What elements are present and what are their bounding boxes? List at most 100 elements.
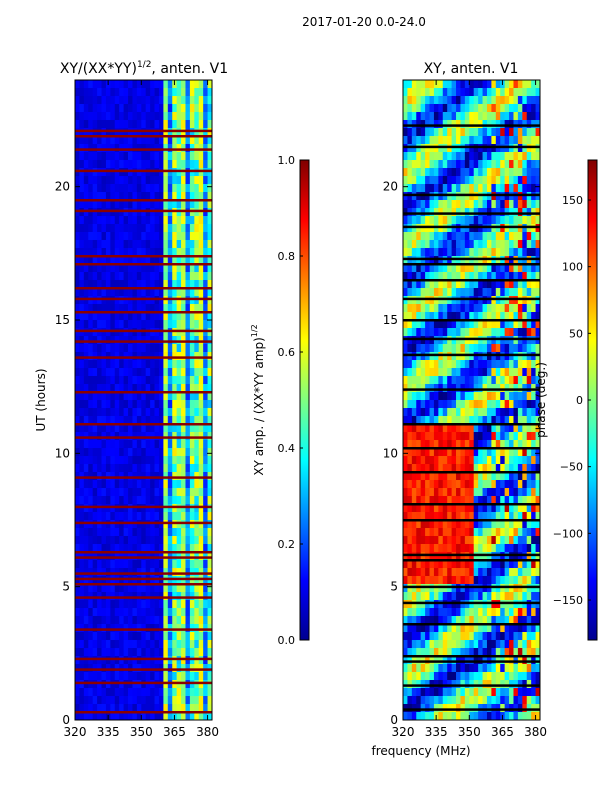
colorbar-tick-label: 0.4 [278,442,296,455]
heatmap-cell [150,640,155,649]
heatmap-cell [407,408,413,417]
flagged-row [75,577,212,581]
heatmap-cell [495,504,501,513]
heatmap-cell [526,504,532,513]
heatmap-cell [172,704,178,713]
heatmap-cell [198,312,204,321]
heatmap-cell [500,568,506,577]
heatmap-cell [429,552,435,561]
heatmap-cell [403,208,408,217]
heatmap-cell [92,344,98,353]
heatmap-cell [136,128,142,137]
heatmap-cell [456,424,461,433]
heatmap-cell [181,536,186,545]
heatmap-cell [478,688,483,697]
heatmap-cell [101,496,107,505]
heatmap-cell [136,472,142,481]
heatmap-cell [407,344,413,353]
heatmap-cell [433,312,439,321]
heatmap-cell [433,520,439,529]
heatmap-cell [119,384,125,393]
heatmap-cell [526,456,532,465]
heatmap-cell [176,624,182,633]
heatmap-cell [203,592,208,601]
heatmap-cell [526,216,532,225]
heatmap-cell [150,632,155,641]
heatmap-cell [114,688,120,697]
heatmap-cell [132,472,138,481]
heatmap-cell [469,544,475,553]
heatmap-cell [181,640,186,649]
heatmap-cell [517,232,523,241]
colorbar-amplitude: 0.00.20.40.60.81.0 XY amp. / (XX*YY amp)… [250,154,310,647]
heatmap-cell [504,528,510,537]
heatmap-cell [119,448,125,457]
heatmap-cell [167,688,173,697]
heatmap-cell [491,560,497,569]
heatmap-cell [75,496,80,505]
heatmap-cell [128,712,133,721]
heatmap-cell [504,536,510,545]
heatmap-cell [429,584,435,593]
flagged-row [75,583,212,586]
heatmap-cell [420,368,426,377]
heatmap-cell [464,560,470,569]
heatmap-cell [517,376,523,385]
heatmap-cell [185,176,191,185]
heatmap-cell [491,520,497,529]
heatmap-cell [451,608,457,617]
heatmap-cell [150,520,155,529]
heatmap-cell [198,704,204,713]
heatmap-cell [482,512,488,521]
heatmap-cell [491,584,497,593]
heatmap-cell [495,568,501,577]
heatmap-cell [141,160,147,169]
heatmap-cell [451,96,457,105]
heatmap-cell [136,688,142,697]
heatmap-cell [447,400,453,409]
heatmap-cell [181,448,186,457]
heatmap-cell [189,344,195,353]
heatmap-cell [495,152,501,161]
heatmap-cell [438,232,444,241]
heatmap-cell [181,144,186,153]
heatmap-cell [141,584,147,593]
heatmap-cell [451,200,457,209]
heatmap-cell [491,288,497,297]
heatmap-cell [75,552,80,561]
heatmap-cell [447,360,453,369]
heatmap-cell [482,648,488,657]
heatmap-cell [75,504,80,513]
heatmap-cell [433,536,439,545]
heatmap-cell [150,80,155,89]
heatmap-cell [531,616,536,625]
heatmap-cell [478,224,483,233]
heatmap-cell [128,144,133,153]
heatmap-cell [194,80,200,89]
heatmap-cell [456,368,461,377]
heatmap-cell [495,656,501,665]
heatmap-cell [407,424,413,433]
heatmap-cell [167,528,173,537]
heatmap-cell [403,216,408,225]
heatmap-cell [517,248,523,257]
heatmap-cell [203,200,208,209]
heatmap-cell [504,424,510,433]
heatmap-cell [194,112,200,121]
heatmap-cell [447,488,453,497]
heatmap-cell [504,232,510,241]
heatmap-cell [189,424,195,433]
heatmap-cell [535,152,541,161]
heatmap-cell [79,488,85,497]
heatmap-cell [198,440,204,449]
heatmap-cell [456,336,461,345]
heatmap-cell [101,160,107,169]
heatmap-cell [88,216,94,225]
heatmap-cell [75,192,80,201]
heatmap-cell [416,648,422,657]
heatmap-cell [158,608,164,617]
heatmap-cell [92,240,98,249]
heatmap-cell [79,568,85,577]
heatmap-cell [88,544,94,553]
heatmap-cell [194,496,200,505]
